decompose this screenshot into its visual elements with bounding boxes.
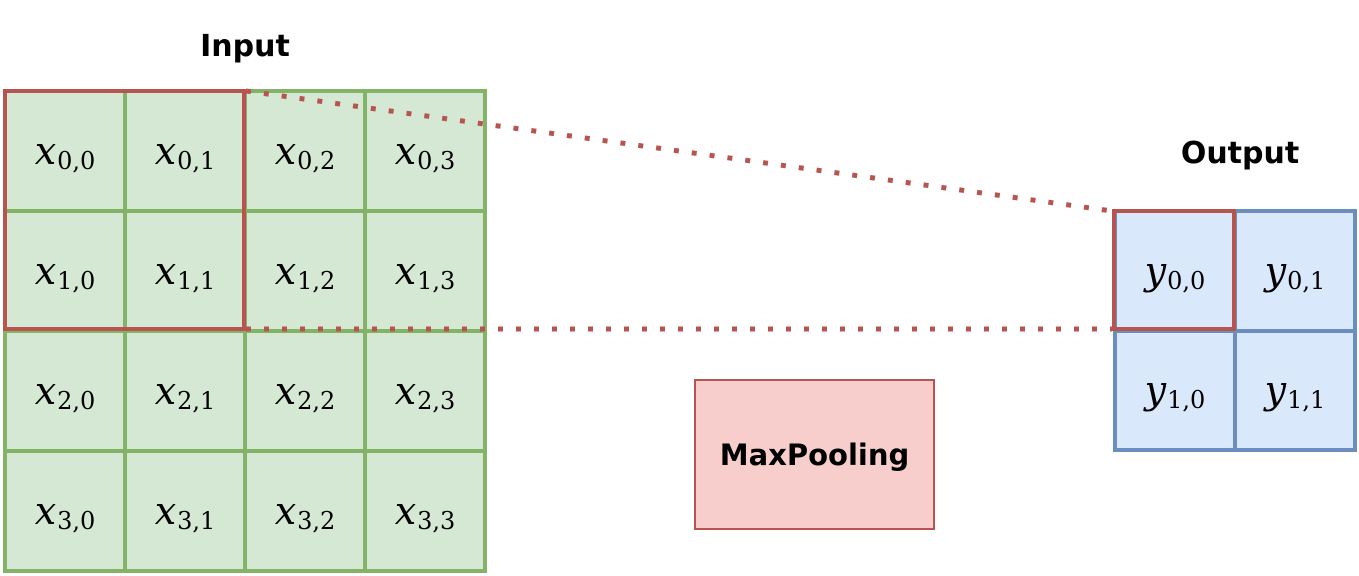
input-cell-subscript: 2,2 <box>297 387 336 415</box>
output-cell-subscript: 1,1 <box>1287 386 1326 415</box>
input-cell-subscript: 0,0 <box>57 147 96 175</box>
input-cell-variable: x <box>394 489 417 533</box>
input-cell-variable: x <box>274 129 297 173</box>
input-cell-2-0: x 2,0 <box>5 331 125 451</box>
input-cell-1-0: x 1,0 <box>5 211 125 331</box>
input-cell-1-2: x 1,2 <box>245 211 365 331</box>
output-cell-subscript: 0,0 <box>1167 266 1206 295</box>
input-cell-3-2: x 3,2 <box>245 451 365 571</box>
input-cell-2-2: x 2,2 <box>245 331 365 451</box>
input-cell-subscript: 1,2 <box>297 267 336 295</box>
maxpooling-box: MaxPooling <box>694 379 935 530</box>
input-cell-variable: x <box>154 369 177 413</box>
output-cell-0-0: y 0,0 <box>1115 211 1235 331</box>
input-cell-variable: x <box>394 129 417 173</box>
input-cell-variable: x <box>274 249 297 293</box>
input-cell-0-0: x 0,0 <box>5 91 125 211</box>
input-cell-subscript: 3,0 <box>57 507 96 535</box>
input-cell-1-1: x 1,1 <box>125 211 245 331</box>
input-cell-variable: x <box>154 489 177 533</box>
input-cell-variable: x <box>34 369 57 413</box>
input-cell-variable: x <box>34 249 57 293</box>
input-cell-variable: x <box>34 489 57 533</box>
input-cell-subscript: 3,1 <box>177 507 216 535</box>
input-grid: x 0,0 x 0,1 x 0,2 x 0,3 x 1,0 x 1,1 x 1,2 x 1,3 x 2,0 x 2,1… <box>3 89 487 573</box>
input-cell-0-3: x 0,3 <box>365 91 485 211</box>
output-cell-subscript: 1,0 <box>1167 386 1206 415</box>
input-cell-subscript: 3,3 <box>417 507 456 535</box>
input-cell-variable: x <box>394 249 417 293</box>
input-cell-subscript: 1,3 <box>417 267 456 295</box>
output-cell-1-0: y 1,0 <box>1115 330 1235 450</box>
input-cell-subscript: 1,0 <box>57 267 96 295</box>
input-cell-3-0: x 3,0 <box>5 451 125 571</box>
output-title: Output <box>1180 136 1300 171</box>
output-cell-variable: y <box>1144 368 1167 413</box>
input-cell-subscript: 2,3 <box>417 387 456 415</box>
output-cell-variable: y <box>1264 248 1287 293</box>
input-cell-subscript: 0,2 <box>297 147 336 175</box>
input-cell-subscript: 0,3 <box>417 147 456 175</box>
input-cell-subscript: 2,0 <box>57 387 96 415</box>
input-cell-variable: x <box>274 369 297 413</box>
input-cell-2-1: x 2,1 <box>125 331 245 451</box>
input-cell-1-3: x 1,3 <box>365 211 485 331</box>
output-cell-subscript: 0,1 <box>1287 266 1326 295</box>
output-cell-1-1: y 1,1 <box>1235 330 1355 450</box>
input-cell-0-2: x 0,2 <box>245 91 365 211</box>
output-cell-variable: y <box>1264 368 1287 413</box>
input-cell-subscript: 0,1 <box>177 147 216 175</box>
maxpooling-label: MaxPooling <box>719 437 910 472</box>
output-cell-variable: y <box>1144 248 1167 293</box>
input-cell-3-3: x 3,3 <box>365 451 485 571</box>
input-cell-subscript: 3,2 <box>297 507 336 535</box>
input-cell-subscript: 1,1 <box>177 267 216 295</box>
output-cell-0-1: y 0,1 <box>1235 211 1355 331</box>
input-cell-2-3: x 2,3 <box>365 331 485 451</box>
input-cell-3-1: x 3,1 <box>125 451 245 571</box>
input-cell-variable: x <box>154 249 177 293</box>
output-grid: y 0,0 y 0,1 y 1,0 y 1,1 <box>1113 209 1357 452</box>
input-title: Input <box>200 29 290 64</box>
input-cell-variable: x <box>274 489 297 533</box>
input-cell-variable: x <box>394 369 417 413</box>
input-cell-variable: x <box>34 129 57 173</box>
input-cell-subscript: 2,1 <box>177 387 216 415</box>
input-cell-0-1: x 0,1 <box>125 91 245 211</box>
input-cell-variable: x <box>154 129 177 173</box>
